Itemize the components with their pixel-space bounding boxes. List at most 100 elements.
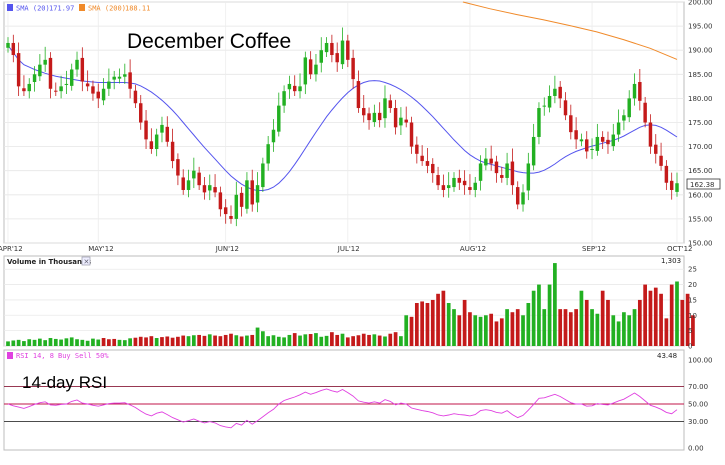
price-x-tick-label: APR'12 xyxy=(0,245,23,253)
volume-bar xyxy=(101,338,106,346)
candle-body xyxy=(43,59,47,65)
rsi-y-ticks: 100.00 70.00 50.00 30.00 0.00 xyxy=(688,357,713,453)
volume-bar xyxy=(255,327,260,346)
candle-body xyxy=(160,124,164,133)
volume-bar xyxy=(659,293,663,346)
candle-body xyxy=(69,69,74,86)
volume-bar xyxy=(154,338,159,346)
volume-y-tick-label: 10 xyxy=(688,312,697,320)
volume-bar xyxy=(191,335,196,346)
candle-body xyxy=(218,192,223,210)
volume-y-tick-label: 20 xyxy=(688,281,697,289)
candle-body xyxy=(356,81,361,109)
candle-body xyxy=(638,82,642,101)
volume-bar xyxy=(600,290,605,346)
candle-body xyxy=(64,83,69,85)
price-y-tick-label: 155.00 xyxy=(688,215,713,223)
rsi-y-tick-label: 50.00 xyxy=(688,401,708,409)
candle-body xyxy=(510,161,515,186)
volume-close-button[interactable]: ✕ xyxy=(81,256,91,266)
candle-body xyxy=(282,91,286,106)
candle-body xyxy=(627,98,631,118)
candle-body xyxy=(632,83,637,99)
candle-body xyxy=(505,163,509,178)
candle-body xyxy=(664,165,669,183)
candle-body xyxy=(383,98,387,119)
candle-body xyxy=(611,134,616,147)
volume-bar xyxy=(627,315,632,346)
volume-bar xyxy=(144,337,148,346)
volume-bar xyxy=(680,299,685,346)
candle-body xyxy=(85,83,90,87)
volume-bar xyxy=(271,335,276,346)
volume-bar xyxy=(6,341,10,346)
candle-body xyxy=(75,59,79,70)
volume-bar xyxy=(568,312,573,346)
candle-body xyxy=(314,64,318,75)
volume-bar xyxy=(494,321,499,346)
candle-body xyxy=(346,40,350,60)
candle-body xyxy=(574,130,578,140)
rsi-y-tick-label: 100.00 xyxy=(688,357,713,365)
volume-y-tick-label: 15 xyxy=(688,296,697,304)
volume-bar xyxy=(622,312,626,346)
rsi-chart-title: 14-day RSI xyxy=(22,373,107,392)
candle-body xyxy=(165,126,170,142)
volume-bar xyxy=(276,336,281,346)
volume-bar xyxy=(553,263,557,346)
volume-bar xyxy=(521,315,525,346)
sma200-legend-swatch xyxy=(79,4,85,11)
volume-last-value: 1,303 xyxy=(661,257,681,265)
volume-bar xyxy=(526,303,531,346)
volume-bar xyxy=(462,299,467,346)
candle-body xyxy=(372,112,377,123)
candle-body xyxy=(425,161,430,166)
candle-body xyxy=(462,180,467,186)
candle-body xyxy=(606,139,610,145)
volume-bar xyxy=(409,316,414,346)
candle-body xyxy=(303,57,308,85)
candle-body xyxy=(409,122,414,147)
rsi-legend-extra: Buy Sell 50% xyxy=(58,352,109,360)
volume-bar xyxy=(574,309,578,346)
volume-bar xyxy=(648,290,653,346)
volume-y-tick-label: 25 xyxy=(688,266,697,274)
volume-bar xyxy=(107,339,111,346)
candle-body xyxy=(112,76,116,80)
volume-bar xyxy=(637,299,642,346)
candle-body xyxy=(595,136,600,151)
rsi-legend-label: RSI 14, 8 xyxy=(16,352,54,360)
volume-bar xyxy=(531,290,536,346)
volume-bar xyxy=(505,309,509,346)
candle-body xyxy=(669,180,674,190)
volume-y-ticks: 25 20 15 10 5 0 xyxy=(688,266,697,351)
candle-body xyxy=(579,139,584,142)
volume-bar xyxy=(239,336,244,346)
sma200-line xyxy=(462,1,678,60)
price-y-tick-label: 180.00 xyxy=(688,95,713,103)
candle-body xyxy=(308,59,313,75)
volume-bar xyxy=(303,334,308,346)
volume-bar xyxy=(351,336,355,346)
candle-body xyxy=(234,194,239,219)
volume-bar xyxy=(218,336,223,346)
price-y-tick-label: 175.00 xyxy=(688,119,713,127)
candle-body xyxy=(319,50,323,63)
volume-bar xyxy=(292,333,297,346)
rsi-line xyxy=(7,388,678,429)
candle-body xyxy=(38,64,42,77)
volume-bar xyxy=(664,318,669,346)
volume-bar xyxy=(69,337,74,346)
volume-bar xyxy=(590,309,594,346)
sma20-legend-value: 171.97 xyxy=(49,5,74,13)
volume-bar xyxy=(181,335,186,346)
volume-bar xyxy=(37,338,42,346)
candle-body xyxy=(351,57,355,80)
candle-body xyxy=(446,185,451,189)
volume-bar xyxy=(64,338,69,346)
price-y-tick-label: 165.00 xyxy=(688,167,713,175)
candle-body xyxy=(324,42,329,53)
candle-body xyxy=(675,183,679,192)
volume-bar xyxy=(420,301,425,346)
volume-bar xyxy=(75,339,79,346)
